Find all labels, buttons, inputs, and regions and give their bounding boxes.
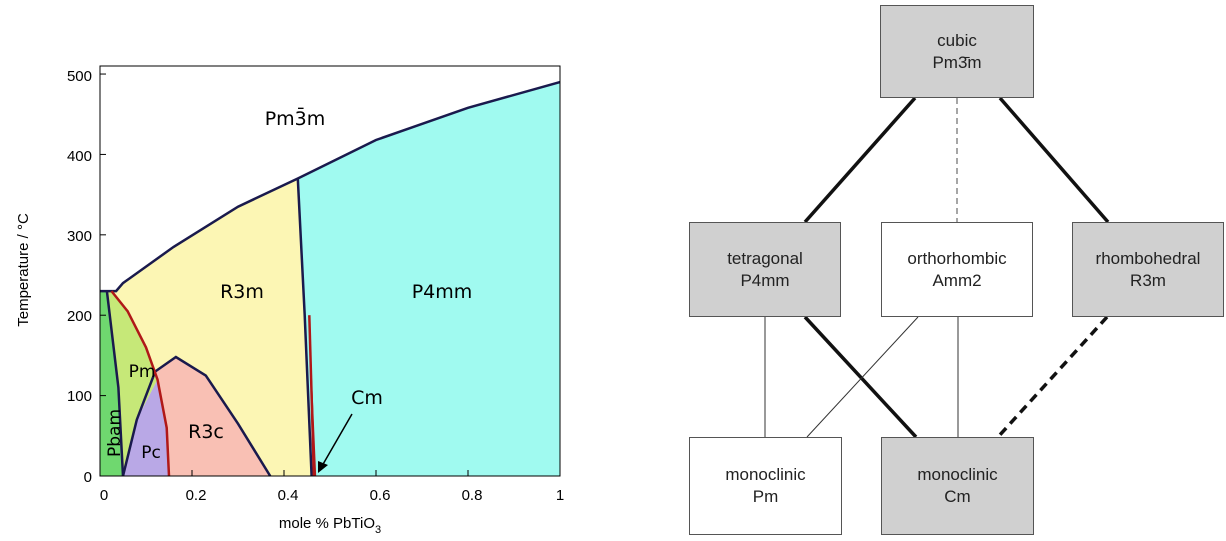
node-tetragonal: tetragonal P4mm <box>689 222 841 317</box>
node-monoclinic-pm-system: monoclinic <box>725 465 806 484</box>
node-orthorhombic: orthorhombic Amm2 <box>881 222 1033 317</box>
link-rhombohedral-cm <box>996 315 1109 439</box>
link-orthorhombic-pm <box>806 316 919 438</box>
label-r3m: R3m <box>220 281 264 303</box>
boundary-r3c-dome <box>121 355 272 477</box>
label-p4mm: P4mm <box>412 281 473 303</box>
node-monoclinic-cm-system: monoclinic <box>917 465 998 484</box>
node-tetragonal-group: P4mm <box>740 270 790 290</box>
boundary-red-pm <box>110 290 171 477</box>
node-rhombohedral: rhombohedral R3m <box>1072 222 1224 317</box>
cm-arrow <box>318 413 353 473</box>
region-pm <box>106 291 158 476</box>
node-cubic: cubic Pm3̄m <box>880 5 1034 98</box>
node-tetragonal-system: tetragonal <box>727 248 803 268</box>
x-tick-4: 0.8 <box>462 487 483 504</box>
tick-marks <box>99 73 561 477</box>
node-monoclinic-cm: monoclinic Cm <box>881 437 1034 535</box>
y-tick-4: 400 <box>67 148 92 165</box>
y-tick-labels: 0 100 200 300 400 500 <box>67 68 92 486</box>
node-orthorhombic-system: orthorhombic <box>907 248 1007 268</box>
x-tick-5: 1 <box>556 487 564 504</box>
node-orthorhombic-group: Amm2 <box>932 270 982 290</box>
x-axis-label-subscript: 3 <box>375 524 381 536</box>
x-tick-3: 0.6 <box>370 487 391 504</box>
label-r3c: R3c <box>188 421 224 443</box>
link-tetragonal-cm <box>803 315 918 439</box>
link-cubic-rhombohedral <box>998 96 1110 224</box>
y-tick-3: 300 <box>67 228 92 245</box>
node-cubic-system: cubic <box>937 30 977 50</box>
label-cm: Cm <box>351 387 383 409</box>
phase-diagram: 0 0.2 0.4 0.6 0.8 1 0 100 200 300 400 50… <box>15 65 564 536</box>
node-monoclinic-cm-group: Cm <box>944 487 971 506</box>
y-axis-label: Temperature / °C <box>15 213 32 327</box>
boundary-red-cm <box>308 315 316 477</box>
label-cubic: Pm3̄m <box>265 106 326 130</box>
node-monoclinic-pm-group: Pm <box>752 487 779 506</box>
y-tick-0: 0 <box>84 469 92 486</box>
boundary-pbam <box>105 290 125 477</box>
label-pbam: Pbam <box>105 409 125 457</box>
plot-frame <box>99 65 561 477</box>
x-tick-2: 0.4 <box>278 487 299 504</box>
y-tick-1: 100 <box>67 388 92 405</box>
region-r3m <box>111 178 312 476</box>
node-monoclinic-pm: monoclinic Pm <box>689 437 842 535</box>
x-tick-1: 0.2 <box>186 487 207 504</box>
x-axis-label: mole % PbTiO3 <box>279 515 381 536</box>
region-pc <box>123 379 169 476</box>
link-cubic-tetragonal <box>803 96 917 224</box>
label-pm: Pm <box>129 362 156 382</box>
boundary-cubic <box>100 80 561 293</box>
node-cubic-group: Pm3̄m <box>932 52 982 72</box>
node-rhombohedral-group: R3m <box>1130 270 1166 290</box>
y-tick-5: 500 <box>67 68 92 85</box>
y-tick-2: 200 <box>67 308 92 325</box>
region-pbam <box>100 291 123 476</box>
node-rhombohedral-system: rhombohedral <box>1095 248 1201 268</box>
x-tick-0: 0 <box>100 487 108 504</box>
region-r3c <box>155 357 271 476</box>
boundary-r3m-p4mm <box>296 178 313 477</box>
x-tick-labels: 0 0.2 0.4 0.6 0.8 1 <box>100 487 564 504</box>
region-p4mm <box>297 82 560 476</box>
label-pc: Pc <box>141 443 161 463</box>
